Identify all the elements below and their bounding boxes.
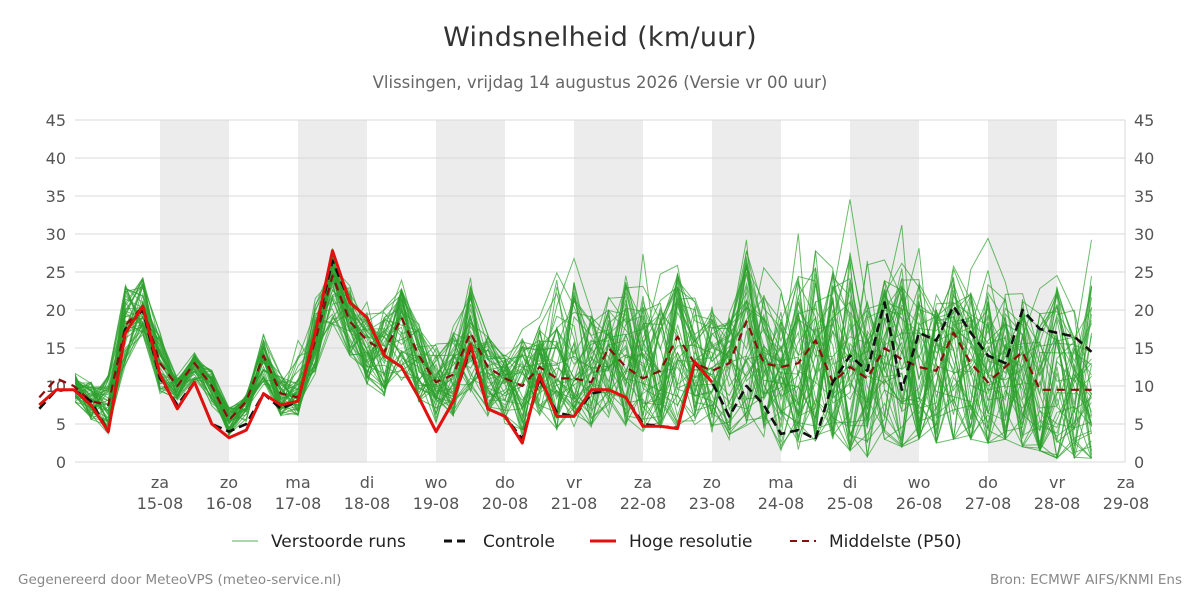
legend-label-control: Controle [483,532,555,552]
legend: Verstoorde runs Controle Hoge resolutie … [232,532,962,552]
x-tick-date: 16-08 [206,494,253,513]
x-tick-day: zo [220,473,238,492]
x-tick-day: ma [768,473,793,492]
x-tick-day: do [978,473,998,492]
x-tick-day: vr [566,473,582,492]
y-tick-label: 35 [46,187,66,206]
footer-source: Bron: ECMWF AIFS/KNMI Ens [989,572,1182,588]
y-tick-label: 25 [1134,263,1154,282]
y-tick-label: 0 [56,453,66,472]
x-tick-date: 19-08 [413,494,460,513]
legend-label-median: Middelste (P50) [829,532,962,552]
x-tick-date: 20-08 [482,494,529,513]
x-tick-date: 27-08 [965,494,1012,513]
ensemble-run-line [75,285,1092,441]
x-tick-day: vr [1049,473,1065,492]
ensemble-run-line [75,255,1092,451]
x-tick-day: ma [285,473,310,492]
x-tick-day: di [360,473,375,492]
ensemble-run-line [75,280,1092,460]
y-tick-label: 30 [46,225,66,244]
ensemble-run-line [75,271,1092,443]
y-tick-label: 5 [1134,415,1144,434]
x-tick-date: 25-08 [827,494,874,513]
x-tick-date: 23-08 [689,494,736,513]
y-tick-label: 20 [1134,301,1154,320]
x-tick-day: wo [908,473,931,492]
x-tick-day: do [495,473,515,492]
x-axis: za 15-08 zo 16-08 ma 17-08 di 18-08 wo 19-08 do 20-… [137,473,1150,513]
y-axis-right: 0 5 10 15 20 25 30 35 40 45 [1134,111,1154,472]
y-tick-label: 10 [1134,377,1154,396]
footer-generator: Gegenereerd door MeteoVPS (meteo-service… [18,572,342,588]
x-tick-date: 17-08 [275,494,322,513]
x-tick-day: za [151,473,169,492]
y-tick-label: 15 [1134,339,1154,358]
high-res-line [38,249,714,445]
chart-title: Windsnelheid (km/uur) [443,22,757,53]
chart-subtitle: Vlissingen, vrijdag 14 augustus 2026 (Ve… [372,73,828,92]
x-tick-date: 18-08 [344,494,391,513]
x-tick-date: 22-08 [620,494,667,513]
y-tick-label: 40 [1134,149,1154,168]
x-tick-day: di [843,473,858,492]
y-tick-label: 15 [46,339,66,358]
legend-label-high-res: Hoge resolutie [629,532,753,552]
x-tick-day: wo [425,473,448,492]
y-tick-label: 45 [1134,111,1154,130]
weekend-bands [160,120,1057,462]
x-tick-date: 24-08 [758,494,805,513]
y-tick-label: 25 [46,263,66,282]
y-tick-label: 35 [1134,187,1154,206]
x-tick-date: 28-08 [1034,494,1081,513]
x-tick-day: zo [703,473,721,492]
x-tick-date: 29-08 [1103,494,1150,513]
x-tick-day: za [634,473,652,492]
ensemble-run-line [75,277,1092,456]
x-tick-date: 21-08 [551,494,598,513]
y-tick-label: 40 [46,149,66,168]
y-tick-label: 30 [1134,225,1154,244]
y-tick-label: 20 [46,301,66,320]
median-line [38,274,1092,422]
legend-label-ensemble: Verstoorde runs [271,532,406,552]
y-tick-label: 45 [46,111,66,130]
x-tick-day: za [1117,473,1135,492]
x-tick-date: 26-08 [896,494,943,513]
main-series [38,249,1093,445]
y-tick-label: 5 [56,415,66,434]
ensemble-run-line [75,274,1092,448]
x-tick-date: 15-08 [137,494,184,513]
y-tick-label: 0 [1134,453,1144,472]
